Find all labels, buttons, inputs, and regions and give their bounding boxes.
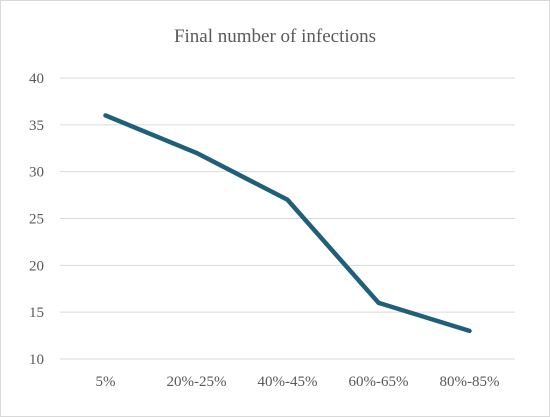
gridlines <box>60 77 515 360</box>
y-tick-label: 15 <box>29 305 44 321</box>
x-tick-label: 5% <box>96 374 116 390</box>
chart-title: Final number of infections <box>173 26 377 47</box>
y-axis-tick-labels: 10 15 20 25 30 35 40 <box>29 71 44 368</box>
x-tick-label: 20%-25% <box>167 374 227 390</box>
y-tick-label: 25 <box>29 212 44 228</box>
y-tick-label: 20 <box>29 258 44 274</box>
y-tick-label: 40 <box>29 71 44 87</box>
x-tick-label: 60%-65% <box>349 374 409 390</box>
series-line-0 <box>103 113 472 334</box>
x-tick-label: 40%-45% <box>258 374 318 390</box>
y-tick-label: 10 <box>29 352 44 368</box>
x-axis-tick-labels: 5% 20%-25% 40%-45% 60%-65% 80%-85% <box>96 374 500 390</box>
x-tick-label: 80%-85% <box>440 374 500 390</box>
y-tick-label: 35 <box>29 118 44 134</box>
series-layer <box>103 113 472 334</box>
y-tick-label: 30 <box>29 165 44 181</box>
